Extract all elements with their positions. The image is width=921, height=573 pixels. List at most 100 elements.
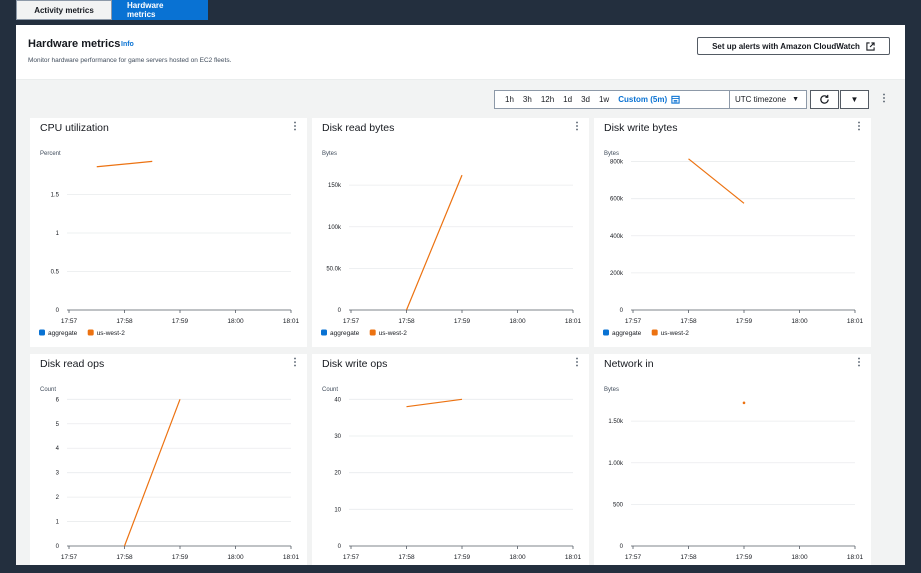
- x-tick-label: 17:59: [736, 554, 753, 561]
- legend-label[interactable]: us-west-2: [661, 330, 690, 337]
- disk-read-bytes-chart-card: Disk read bytes ⋮ Bytes 0 50.0k 100k 150k 17:57…: [312, 118, 589, 347]
- y-tick-label: 50.0k: [326, 266, 342, 272]
- x-tick-label: 18:00: [227, 318, 244, 325]
- x-tick-label: 18:01: [847, 554, 864, 561]
- legend-label[interactable]: us-west-2: [379, 330, 408, 337]
- y-tick-label: 0: [620, 544, 624, 550]
- y-tick-label: 400k: [610, 234, 624, 240]
- chart-plot: Percent 0 0.5 1 1.5 17:57 17:58 17:59 18:00 18:01…: [39, 151, 300, 337]
- x-tick-label: 17:57: [61, 318, 78, 325]
- chart-title: Network in: [604, 358, 654, 370]
- series-line-us-west-2[interactable]: [123, 399, 181, 547]
- chart-plot: Bytes 0 200k 400k 600k 800k 17:57 17:58 17:59 18:…: [603, 151, 864, 337]
- chart-more-icon[interactable]: ⋮: [854, 121, 864, 132]
- y-tick-label: 800k: [610, 160, 624, 166]
- x-tick-label: 18:01: [565, 318, 582, 325]
- caret-down-icon: ▼: [850, 95, 859, 104]
- chart-more-icon[interactable]: ⋮: [290, 357, 300, 368]
- chart-more-icon[interactable]: ⋮: [572, 121, 582, 132]
- x-tick-label: 17:57: [61, 554, 78, 561]
- y-tick-label: 150k: [328, 183, 342, 189]
- chart-plot: Bytes 0 50.0k 100k 150k 17:57 17:58 17:59 18:00 1…: [321, 151, 582, 337]
- chart-title: Disk read ops: [40, 358, 105, 370]
- y-tick-label: 0: [620, 308, 624, 314]
- x-tick-label: 17:58: [398, 554, 415, 561]
- disk-write-bytes-chart-card: Disk write bytes ⋮ Bytes 0 200k 400k 600k 800k 1…: [594, 118, 871, 347]
- x-tick-label: 17:58: [398, 318, 415, 325]
- y-tick-label: 2: [56, 495, 60, 501]
- y-tick-label: 500: [613, 502, 624, 508]
- x-tick-label: 17:59: [172, 554, 189, 561]
- range-1w[interactable]: 1w: [598, 95, 610, 104]
- footer-bar: [0, 565, 921, 573]
- series-line-us-west-2[interactable]: [406, 398, 463, 408]
- external-link-icon: [866, 41, 875, 51]
- tab-activity-metrics[interactable]: Activity metrics: [16, 0, 112, 20]
- y-tick-label: 0: [338, 308, 342, 314]
- refresh-button[interactable]: [810, 90, 839, 109]
- y-tick-label: 20: [334, 471, 341, 477]
- x-tick-label: 17:57: [343, 318, 360, 325]
- legend-label[interactable]: aggregate: [330, 330, 360, 337]
- y-axis-label: Count: [322, 387, 338, 393]
- series-line-us-west-2[interactable]: [405, 174, 463, 311]
- y-tick-label: 40: [334, 397, 341, 403]
- legend-label[interactable]: aggregate: [612, 330, 642, 337]
- dashboard-more-icon[interactable]: ⋮: [879, 93, 889, 104]
- y-tick-label: 1.5: [51, 193, 60, 199]
- time-range-selector: 1h 3h 12h 1d 3d 1w Custom (5m): [494, 90, 745, 109]
- range-1h[interactable]: 1h: [505, 95, 514, 104]
- x-tick-label: 18:01: [565, 554, 582, 561]
- y-tick-label: 1.00k: [608, 461, 624, 467]
- x-tick-label: 18:00: [227, 554, 244, 561]
- x-tick-label: 17:58: [116, 318, 133, 325]
- disk-read-ops-chart-card: Disk read ops ⋮ Count 0 1 2 3 4 5 6 17:57 17:58 17:5…: [30, 354, 307, 573]
- panel-header: Hardware metrics Info Monitor hardware p…: [16, 25, 905, 80]
- y-tick-label: 0: [338, 544, 342, 550]
- chart-more-icon[interactable]: ⋮: [854, 357, 864, 368]
- chart-more-icon[interactable]: ⋮: [290, 121, 300, 132]
- hardware-metrics-panel: Hardware metrics Info Monitor hardware p…: [16, 25, 905, 573]
- y-tick-label: 200k: [610, 271, 624, 277]
- range-3h[interactable]: 3h: [522, 95, 532, 104]
- y-tick-label: 10: [334, 507, 341, 513]
- info-link[interactable]: Info: [121, 41, 134, 48]
- y-tick-label: 1: [56, 231, 60, 237]
- calendar-icon[interactable]: [671, 95, 680, 104]
- caret-down-icon: ▼: [792, 96, 800, 103]
- cloudwatch-alerts-button[interactable]: Set up alerts with Amazon CloudWatch: [697, 37, 890, 55]
- legend-label[interactable]: aggregate: [48, 330, 78, 337]
- series-line-us-west-2[interactable]: [96, 160, 153, 168]
- range-custom[interactable]: Custom (5m): [618, 95, 668, 104]
- x-tick-label: 18:00: [791, 318, 808, 325]
- x-tick-label: 18:00: [791, 554, 808, 561]
- y-tick-label: 4: [56, 446, 60, 452]
- y-axis-label: Bytes: [322, 151, 337, 157]
- range-1d[interactable]: 1d: [563, 95, 573, 104]
- x-tick-label: 17:59: [454, 554, 471, 561]
- legend-label[interactable]: us-west-2: [97, 330, 126, 337]
- range-3d[interactable]: 3d: [581, 95, 590, 104]
- timezone-select[interactable]: UTC timezone ▼: [729, 90, 807, 109]
- x-tick-label: 17:58: [680, 318, 697, 325]
- y-tick-label: 5: [56, 422, 60, 428]
- x-tick-label: 17:57: [343, 554, 360, 561]
- chart-plot: Count 0 1 2 3 4 5 6 17:57 17:58 17:59 18:00 18:01: [40, 387, 300, 561]
- series-line-us-west-2[interactable]: [688, 158, 745, 204]
- y-axis-label: Bytes: [604, 387, 619, 393]
- range-12h[interactable]: 12h: [540, 95, 555, 104]
- chart-more-icon[interactable]: ⋮: [572, 357, 582, 368]
- page-title: Hardware metrics: [28, 38, 121, 50]
- refresh-options-button[interactable]: ▼: [840, 90, 869, 109]
- network-in-chart-card: Network in ⋮ Bytes 0 500 1.00k 1.50k 17:57 17:58…: [594, 354, 871, 573]
- chart-title: Disk read bytes: [322, 122, 395, 134]
- data-point[interactable]: [742, 401, 746, 405]
- x-tick-label: 18:01: [283, 318, 300, 325]
- y-tick-label: 0: [56, 308, 60, 314]
- y-tick-label: 0.5: [51, 270, 60, 276]
- tab-hardware-metrics[interactable]: Hardware metrics: [112, 0, 208, 20]
- chart-title: CPU utilization: [40, 122, 109, 134]
- x-tick-label: 17:59: [736, 318, 753, 325]
- y-tick-label: 0: [56, 544, 60, 550]
- cpu-utilization-chart-card: CPU utilization ⋮ Percent 0 0.5 1 1.5 17:57 17:5…: [30, 118, 307, 347]
